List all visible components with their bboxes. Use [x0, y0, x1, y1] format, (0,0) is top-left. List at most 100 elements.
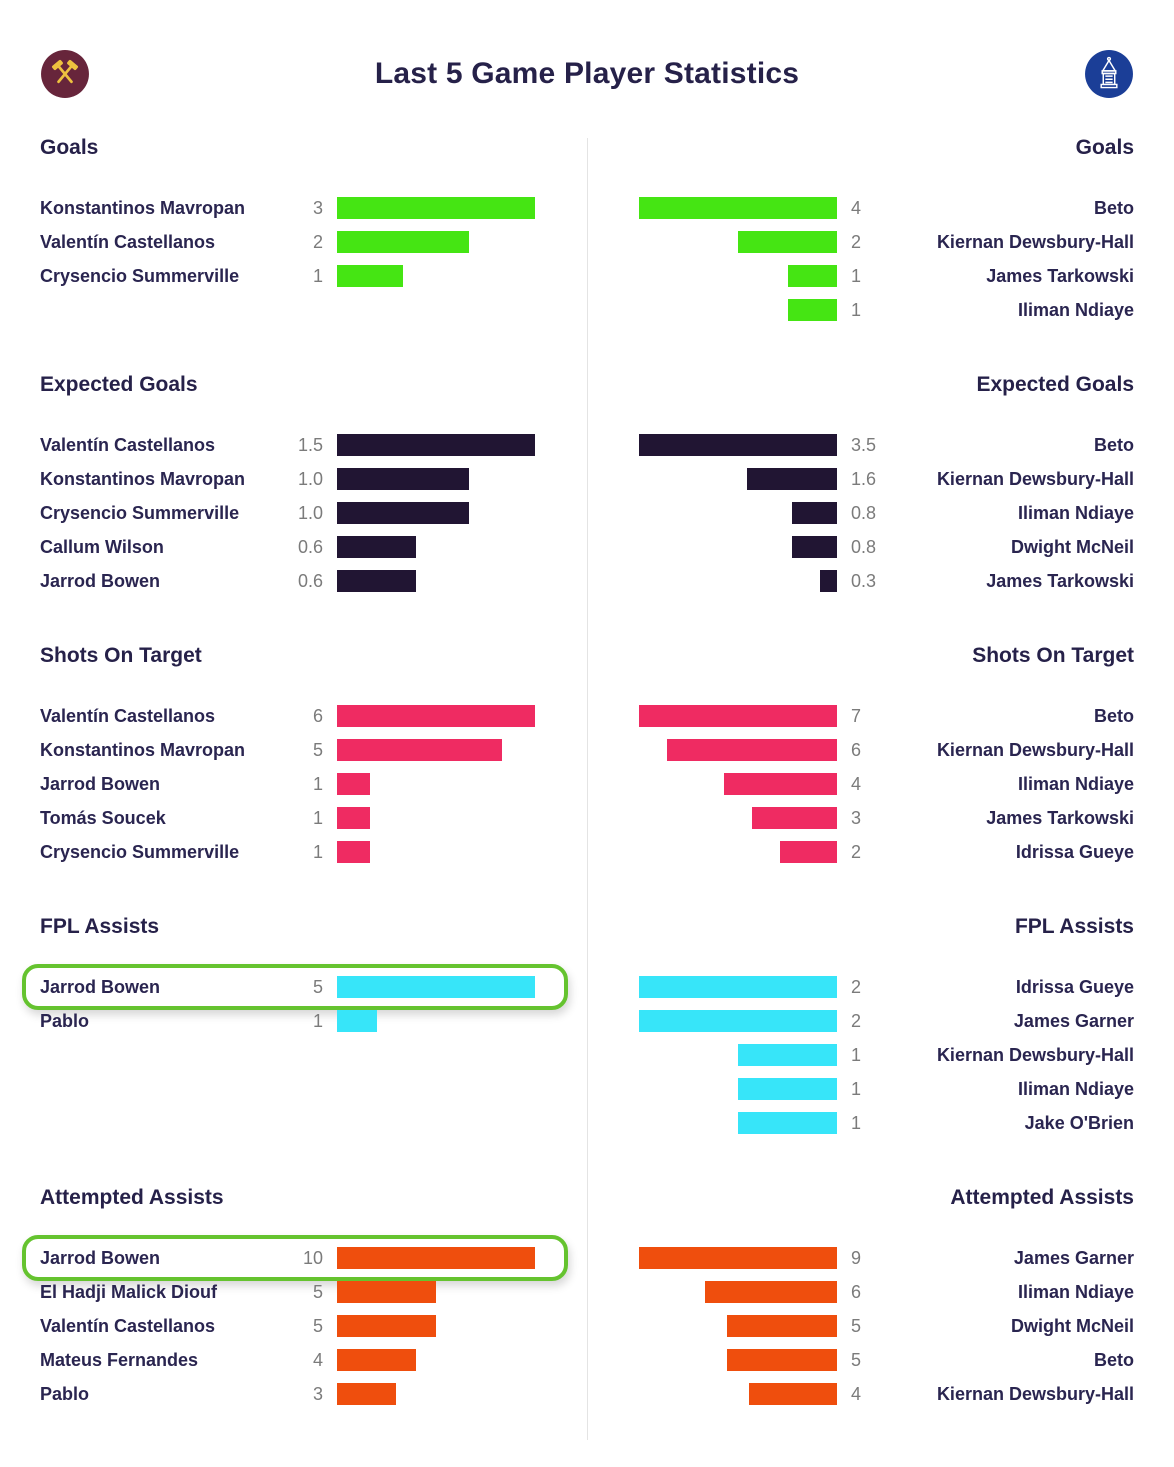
- stat-row: 4 Kiernan Dewsbury-Hall: [639, 1377, 1134, 1411]
- bar-track: [639, 1112, 837, 1134]
- player-name: Jarrod Bowen: [40, 976, 161, 997]
- section-heading: Shots On Target: [972, 644, 1134, 667]
- player-name: Idrissa Gueye: [1015, 841, 1134, 862]
- stat-bar: [723, 773, 837, 795]
- stat-bar: [337, 739, 502, 761]
- player-name: Crysencio Summerville: [40, 502, 240, 523]
- stat-value: 1: [312, 841, 323, 862]
- stat-bar: [667, 739, 837, 761]
- stat-value: 1.5: [297, 434, 323, 455]
- bar-track: [337, 570, 535, 592]
- bar-track: [337, 1383, 535, 1405]
- player-name: Kiernan Dewsbury-Hall: [936, 231, 1134, 252]
- section-heading: Expected Goals: [40, 373, 198, 396]
- stat-value: 1: [851, 1112, 862, 1133]
- player-name: Kiernan Dewsbury-Hall: [936, 468, 1134, 489]
- bar-track: [639, 570, 837, 592]
- stat-row: 1 Jake O'Brien: [639, 1106, 1134, 1140]
- header: Last 5 Game Player Statistics: [40, 48, 1134, 100]
- left-column-shots-on-target: Shots On Target Valentín Castellanos 6 Kons…: [40, 642, 535, 869]
- left-column-expected-goals: Expected Goals Valentín Castellanos 1.5 Kon…: [40, 371, 535, 598]
- stat-row: 6 Kiernan Dewsbury-Hall: [639, 733, 1134, 767]
- stat-bar: [337, 570, 417, 592]
- stat-row: Jarrod Bowen 10: [22, 1235, 568, 1281]
- stat-value: 5: [312, 739, 323, 760]
- stat-value: 2: [312, 231, 323, 252]
- stat-bar: [337, 434, 535, 456]
- stat-value: 1: [851, 299, 862, 320]
- stat-row: 0.8 Iliman Ndiaye: [639, 496, 1134, 530]
- bar-track: [639, 841, 837, 863]
- player-name: Konstantinos Mavropan: [40, 468, 246, 489]
- stat-row: Callum Wilson 0.6: [40, 530, 535, 564]
- stat-bar: [752, 807, 837, 829]
- stat-bar: [337, 1247, 535, 1269]
- bar-track: [337, 468, 535, 490]
- stat-row: 2 Idrissa Gueye: [639, 835, 1134, 869]
- stat-bar: [787, 265, 837, 287]
- player-name: Jarrod Bowen: [40, 570, 161, 591]
- player-name: Iliman Ndiaye: [1017, 502, 1134, 523]
- player-name: Beto: [1094, 705, 1134, 726]
- stat-bar: [337, 536, 417, 558]
- player-name: Dwight McNeil: [1010, 1315, 1134, 1336]
- bar-track: [337, 976, 535, 998]
- stat-value: 2: [851, 976, 862, 997]
- stat-value: 6: [312, 705, 323, 726]
- page-title: Last 5 Game Player Statistics: [374, 57, 800, 90]
- stat-value: 1.0: [297, 502, 323, 523]
- bar-track: [337, 265, 535, 287]
- player-name: James Tarkowski: [986, 265, 1134, 286]
- stat-value: 7: [851, 705, 862, 726]
- player-name: Crysencio Summerville: [40, 841, 240, 862]
- stat-row: 4 Iliman Ndiaye: [639, 767, 1134, 801]
- stat-row: 1 James Tarkowski: [639, 259, 1134, 293]
- stat-row: 4 Beto: [639, 191, 1134, 225]
- section-heading: FPL Assists: [1014, 915, 1134, 938]
- player-name: James Tarkowski: [986, 570, 1134, 591]
- stat-row: Valentín Castellanos 6: [40, 699, 535, 733]
- stat-bar: [746, 468, 837, 490]
- player-name: Konstantinos Mavropan: [40, 197, 246, 218]
- stat-row: Valentín Castellanos 5: [40, 1309, 535, 1343]
- bar-track: [639, 1315, 837, 1337]
- bar-track: [639, 705, 837, 727]
- stat-bar: [639, 1247, 837, 1269]
- stat-value: 2: [851, 1010, 862, 1031]
- section-heading: Attempted Assists: [40, 1186, 224, 1209]
- stat-bar: [727, 1315, 837, 1337]
- stat-row: 3.5 Beto: [639, 428, 1134, 462]
- stat-value: 0.3: [851, 570, 877, 591]
- player-name: Kiernan Dewsbury-Hall: [936, 1383, 1134, 1404]
- stat-row: 2 James Garner: [639, 1004, 1134, 1038]
- stat-value: 5: [851, 1315, 862, 1336]
- stat-row: Konstantinos Mavropan 3: [40, 191, 535, 225]
- stat-bar: [705, 1281, 837, 1303]
- player-name: Tomás Soucek: [40, 807, 166, 828]
- stat-row: Tomás Soucek 1: [40, 801, 535, 835]
- player-name: Idrissa Gueye: [1015, 976, 1134, 997]
- stat-bar: [337, 197, 535, 219]
- stat-value: 4: [851, 773, 862, 794]
- stat-bar: [337, 502, 469, 524]
- stat-value: 3: [312, 1383, 323, 1404]
- stat-bar: [727, 1349, 837, 1371]
- stat-bar: [787, 299, 837, 321]
- section-heading: Shots On Target: [40, 644, 202, 667]
- center-divider: [587, 138, 588, 1440]
- section-heading: Attempted Assists: [950, 1186, 1134, 1209]
- stat-row: 1 Kiernan Dewsbury-Hall: [639, 1038, 1134, 1072]
- stat-row: Valentín Castellanos 2: [40, 225, 535, 259]
- stat-value: 2: [851, 841, 862, 862]
- player-name: Kiernan Dewsbury-Hall: [936, 1044, 1134, 1065]
- stat-value: 0.6: [297, 536, 323, 557]
- stat-bar: [337, 773, 370, 795]
- player-name: Iliman Ndiaye: [1017, 299, 1134, 320]
- stat-row: Jarrod Bowen 0.6: [40, 564, 535, 598]
- bar-track: [639, 299, 837, 321]
- stat-row: El Hadji Malick Diouf 5: [40, 1275, 535, 1309]
- right-column-shots-on-target: Shots On Target 7 Beto 6 Kiernan Dewsbury-Ha…: [639, 642, 1134, 869]
- stat-value: 5: [312, 1315, 323, 1336]
- player-name: Beto: [1094, 1349, 1134, 1370]
- bar-track: [337, 434, 535, 456]
